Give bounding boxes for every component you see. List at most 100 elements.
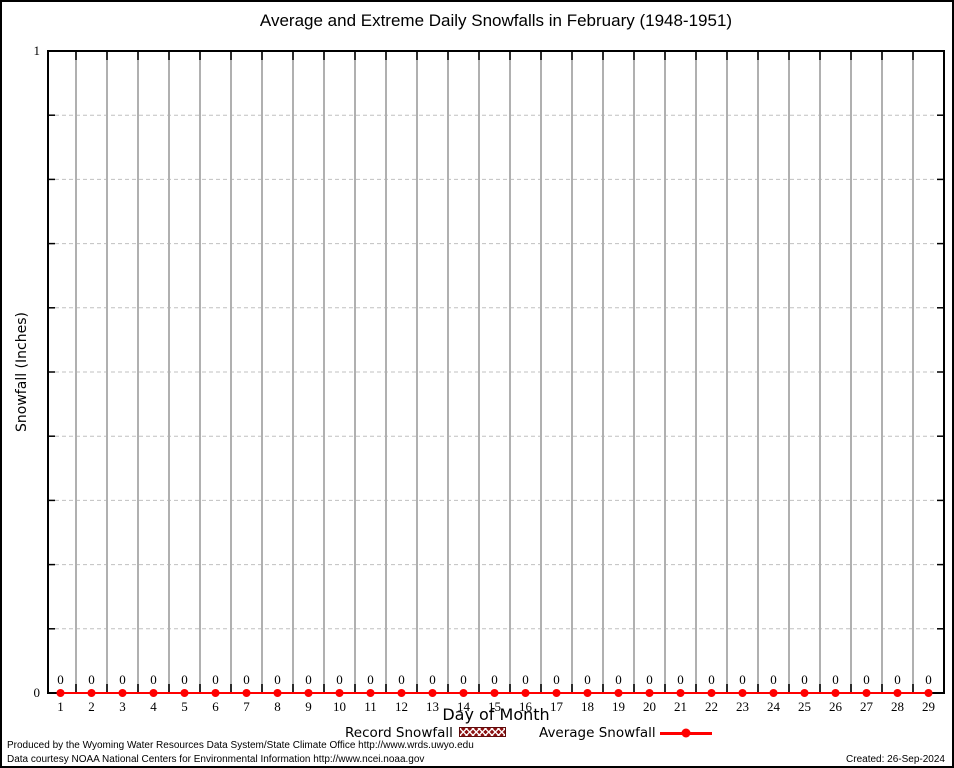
point-value-label: 0 [460,672,467,687]
x-tick-label: 28 [891,699,904,714]
y-tick-label: 1 [34,43,41,58]
average-snowfall-swatch-icon [660,728,712,738]
point-value-label: 0 [181,672,188,687]
average-snowfall-point [87,689,96,697]
average-snowfall-point [56,689,65,697]
average-snowfall-point [273,689,282,697]
average-snowfall-point [583,689,592,697]
average-snowfall-point [800,689,809,697]
x-tick-label: 18 [581,699,594,714]
average-snowfall-point-icon [681,728,691,738]
average-snowfall-point [366,689,375,697]
point-value-label: 0 [708,672,715,687]
legend-label-record-snowfall: Record Snowfall [345,725,453,741]
point-value-label: 0 [646,672,653,687]
point-value-label: 0 [739,672,746,687]
point-value-label: 0 [863,672,870,687]
average-snowfall-point [428,689,437,697]
x-tick-label: 2 [88,699,95,714]
point-value-label: 0 [615,672,622,687]
average-snowfall-point [893,689,902,697]
point-value-label: 0 [305,672,312,687]
average-snowfall-point [211,689,220,697]
point-value-label: 0 [150,672,157,687]
x-tick-label: 20 [643,699,656,714]
point-value-label: 0 [491,672,498,687]
average-snowfall-point [304,689,313,697]
average-snowfall-point [831,689,840,697]
average-snowfall-point [521,689,530,697]
x-tick-label: 13 [426,699,439,714]
point-value-label: 0 [212,672,219,687]
point-value-label: 0 [925,672,932,687]
average-snowfall-point [707,689,716,697]
point-value-label: 0 [119,672,126,687]
x-tick-label: 12 [395,699,408,714]
x-tick-label: 5 [181,699,188,714]
average-snowfall-point [397,689,406,697]
average-snowfall-point [738,689,747,697]
x-tick-label: 3 [119,699,126,714]
average-snowfall-point [862,689,871,697]
x-tick-label: 27 [860,699,874,714]
created-date: Created: 26-Sep-2024 [846,754,945,765]
average-snowfall-point [335,689,344,697]
x-tick-label: 4 [150,699,157,714]
x-tick-label: 16 [519,699,533,714]
x-tick-label: 11 [364,699,377,714]
point-value-label: 0 [522,672,529,687]
x-tick-label: 22 [705,699,718,714]
point-value-label: 0 [398,672,405,687]
average-snowfall-point [490,689,499,697]
x-tick-label: 29 [922,699,935,714]
average-snowfall-point [614,689,623,697]
x-tick-label: 10 [333,699,346,714]
point-value-label: 0 [770,672,777,687]
x-tick-label: 6 [212,699,219,714]
x-tick-label: 19 [612,699,625,714]
point-value-label: 0 [584,672,591,687]
x-tick-label: 26 [829,699,843,714]
point-value-label: 0 [677,672,684,687]
x-tick-label: 8 [274,699,281,714]
x-tick-label: 23 [736,699,749,714]
point-value-label: 0 [553,672,560,687]
point-value-label: 0 [832,672,839,687]
point-value-label: 0 [367,672,374,687]
average-snowfall-point [242,689,251,697]
point-value-label: 0 [88,672,95,687]
point-value-label: 0 [243,672,250,687]
x-axis-title: Day of Month [442,705,550,724]
average-snowfall-point [149,689,158,697]
point-value-label: 0 [336,672,343,687]
average-snowfall-point [552,689,561,697]
average-snowfall-point [180,689,189,697]
average-snowfall-point [645,689,654,697]
point-value-label: 0 [274,672,281,687]
record-snowfall-swatch-icon [459,727,506,737]
x-tick-label: 9 [305,699,312,714]
average-snowfall-point [459,689,468,697]
x-tick-label: 15 [488,699,501,714]
x-tick-label: 14 [457,699,471,714]
y-tick-label: 0 [34,685,41,700]
average-snowfall-point [769,689,778,697]
legend-label-average-snowfall: Average Snowfall [539,725,656,741]
point-value-label: 0 [429,672,436,687]
x-tick-label: 21 [674,699,687,714]
x-tick-label: 7 [243,699,250,714]
x-tick-label: 1 [57,699,64,714]
point-value-label: 0 [57,672,64,687]
x-tick-label: 24 [767,699,781,714]
chart-title: Average and Extreme Daily Snowfalls in F… [259,11,733,30]
average-snowfall-point [924,689,933,697]
point-value-label: 0 [894,672,901,687]
x-tick-label: 25 [798,699,811,714]
point-value-label: 0 [801,672,808,687]
average-snowfall-point [676,689,685,697]
x-tick-label: 17 [550,699,564,714]
data-credit: Data courtesy NOAA National Centers for … [7,754,425,765]
producer-credit: Produced by the Wyoming Water Resources … [7,740,474,751]
